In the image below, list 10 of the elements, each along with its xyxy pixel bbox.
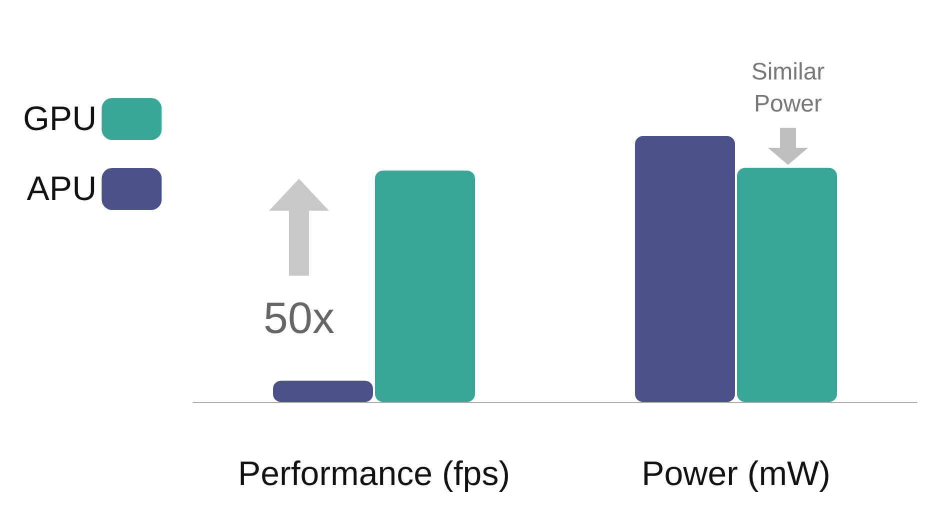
- bar: [737, 168, 837, 402]
- legend-label: APU: [26, 170, 97, 208]
- legend-label: GPU: [22, 100, 97, 138]
- x-tick-label: Power (mW): [642, 455, 830, 493]
- annotation: Similar Power: [751, 58, 825, 118]
- bar: [375, 170, 475, 402]
- x-tick-label: Performance (fps): [238, 455, 510, 493]
- bar: [273, 380, 373, 402]
- bar: [635, 136, 735, 402]
- annotation: 50x: [264, 294, 334, 344]
